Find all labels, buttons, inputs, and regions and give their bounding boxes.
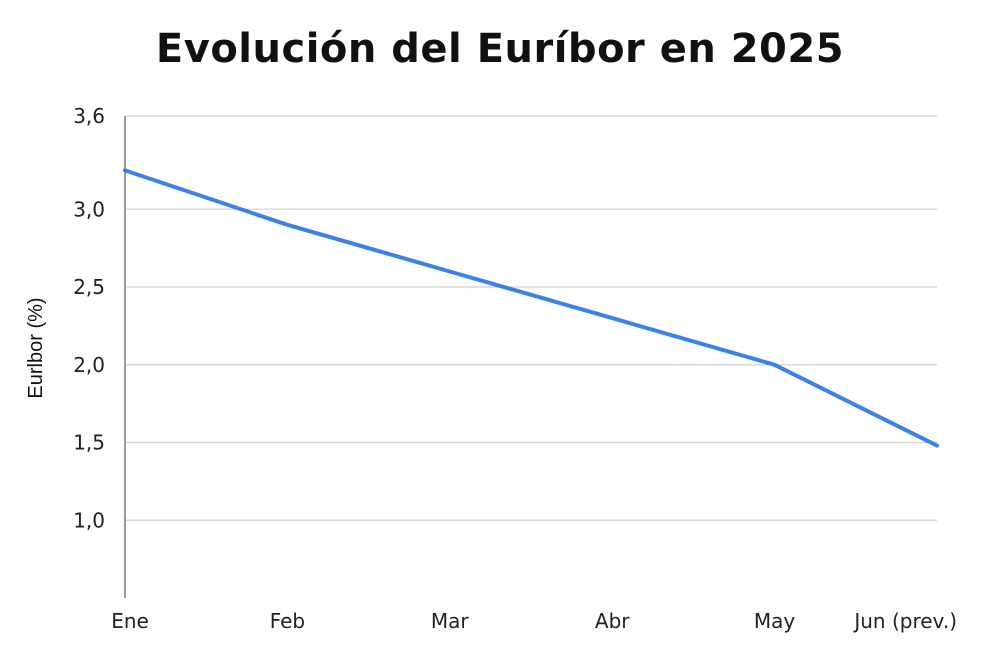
x-tick-label: Abr [595,609,630,633]
grid-lines [125,115,937,522]
chart-title: Evolución del Euríbor en 2025 [155,26,845,72]
x-tick-label: Jun (prev.) [852,609,957,633]
y-tick-label: 1,0 [73,508,105,532]
y-tick-label: 1,5 [73,431,105,455]
series-line-euribor [123,168,939,448]
y-tick-label: 2,0 [73,353,105,377]
x-axis-ticks: Ene Feb Mar Abr May Jun (prev.) [111,609,957,633]
y-tick-label: 2,5 [73,275,105,299]
y-tick-label: 3,0 [73,197,105,221]
x-tick-label: Feb [270,609,305,633]
y-tick-label: 3,6 [73,104,105,128]
y-axis-label: Eurlbor (%) [25,297,47,398]
y-axis-ticks: 1,0 1,5 2,0 2,5 3,0 3,6 [73,104,105,532]
x-tick-label: Ene [111,609,149,633]
x-tick-label: May [754,609,796,633]
x-tick-label: Mar [431,609,470,633]
